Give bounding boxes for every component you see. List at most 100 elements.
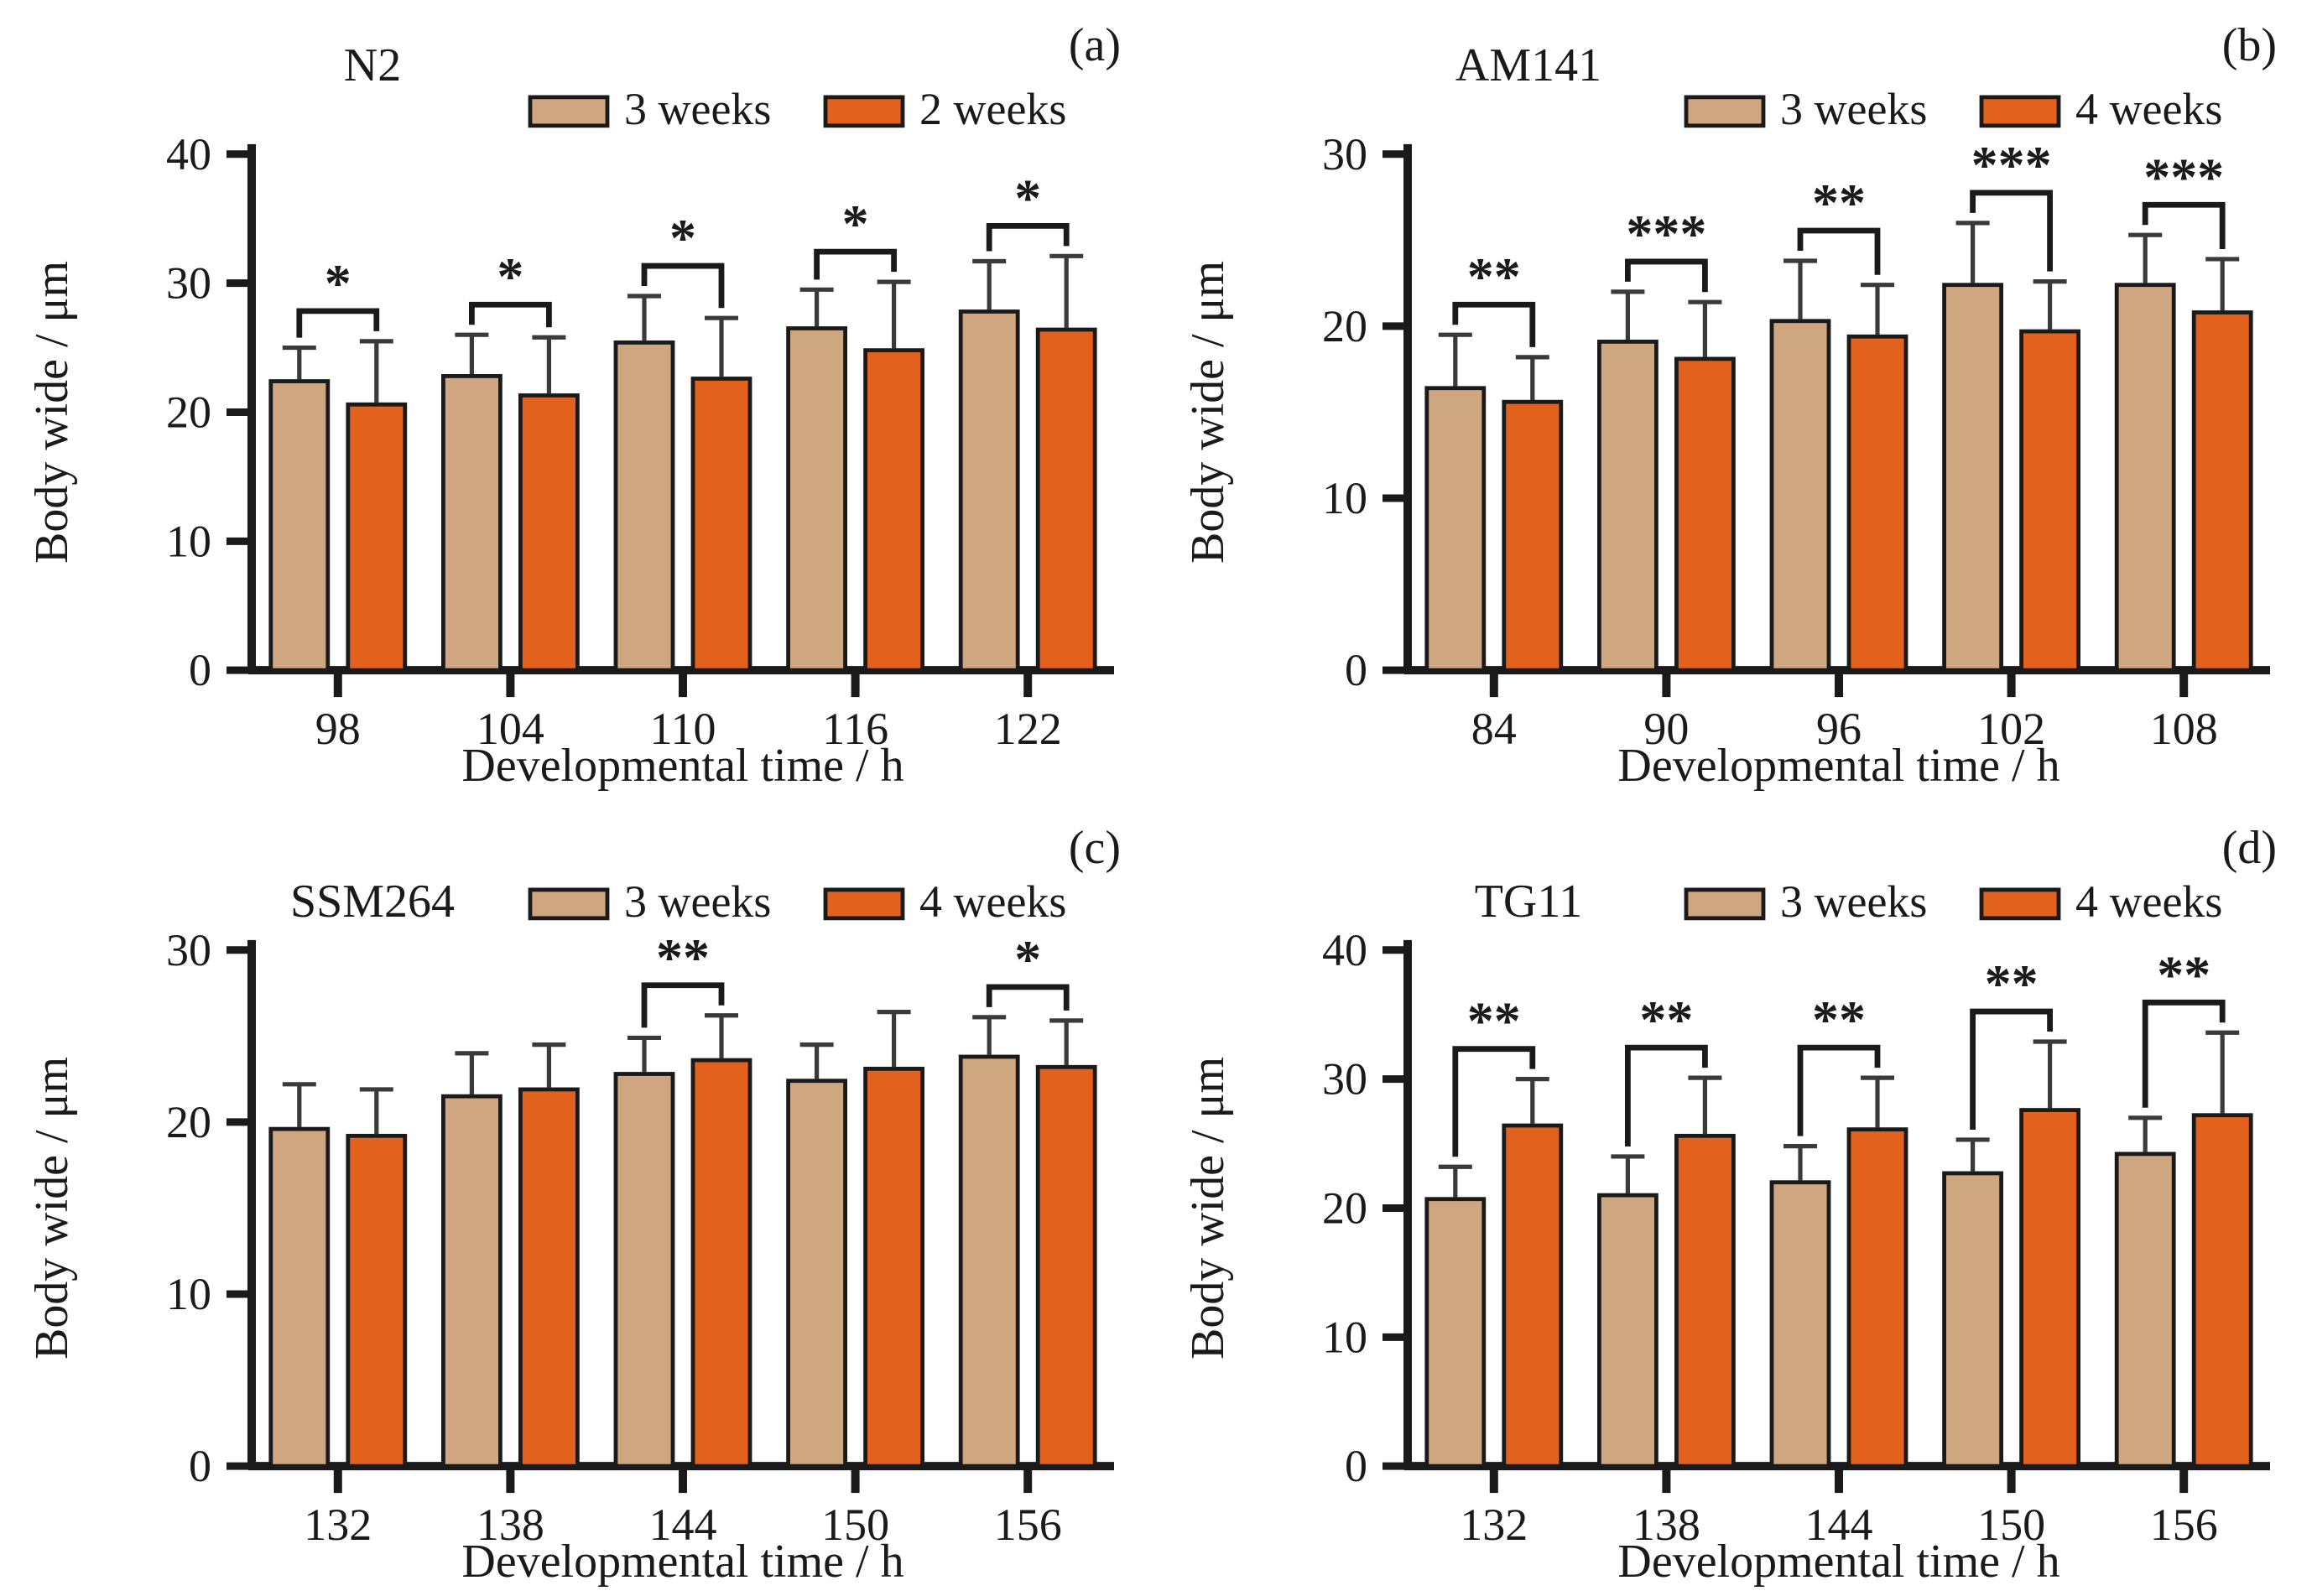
bar-a-122-s0 <box>958 309 1020 673</box>
sig-bracket <box>1797 227 1881 275</box>
sig-stars: ** <box>1812 990 1866 1049</box>
y-tick-label: 10 <box>166 516 211 566</box>
bar-c-156-s0 <box>958 1054 1020 1469</box>
y-tick-label: 0 <box>1345 645 1367 695</box>
bar-d-150-s1 <box>2019 1108 2080 1469</box>
sig-stars: * <box>325 253 351 313</box>
y-tick-label: 30 <box>166 258 211 309</box>
sig-bracket <box>641 263 725 309</box>
y-axis-title: Body wide / μm <box>26 261 78 564</box>
sig-bracket <box>469 301 552 328</box>
bar-b-102-s0 <box>1942 283 2003 673</box>
sig-stars: *** <box>1971 135 2052 195</box>
bar-c-138-s1 <box>518 1087 580 1469</box>
bar-c-150-s0 <box>786 1079 847 1469</box>
bar-a-98-s1 <box>346 402 408 673</box>
sig-bracket <box>986 222 1070 252</box>
legend-label: 4 weeks <box>2075 84 2222 134</box>
sig-stars: *** <box>1626 204 1706 263</box>
x-tick-label: 98 <box>315 704 361 754</box>
bar-c-156-s1 <box>1035 1064 1097 1469</box>
sig-bracket <box>814 248 897 280</box>
sig-bracket <box>2142 999 2226 1108</box>
bar-c-132-s0 <box>268 1126 331 1469</box>
bar-d-132-s0 <box>1424 1197 1487 1469</box>
panel-letter: (c) <box>1069 822 1121 874</box>
x-tick-label: 156 <box>994 1500 1062 1550</box>
sig-stars: ** <box>1467 991 1521 1051</box>
bar-b-84-s1 <box>1502 399 1564 673</box>
x-tick-label: 150 <box>1977 1500 2045 1550</box>
y-tick-label: 10 <box>1322 1312 1367 1362</box>
sig-bracket <box>2142 201 2226 249</box>
bar-a-116-s0 <box>786 326 847 673</box>
panel-b: 0 10 20 30 84 90 96 102 108 ** *** ** *** *** AM141 (b)… <box>1156 0 2312 796</box>
legend-swatch-4-weeks <box>1979 95 2061 128</box>
bar-a-122-s1 <box>1035 327 1097 673</box>
y-tick-label: 20 <box>166 387 211 437</box>
bar-c-144-s0 <box>613 1072 675 1469</box>
bar-a-104-s1 <box>518 393 580 673</box>
panel-letter: (b) <box>2222 19 2277 71</box>
sig-stars: * <box>669 208 696 268</box>
y-tick-label: 0 <box>189 1441 211 1491</box>
bar-d-144-s1 <box>1846 1127 1908 1469</box>
sig-stars: ** <box>2157 944 2210 1004</box>
bar-d-144-s0 <box>1769 1180 1831 1469</box>
y-tick-label: 0 <box>1345 1441 1367 1491</box>
y-tick-label: 10 <box>166 1269 211 1319</box>
x-axis-title: Developmental time / h <box>461 740 903 792</box>
bar-b-90-s1 <box>1674 356 1736 673</box>
x-tick-label: 90 <box>1643 704 1689 754</box>
panel-d: 0 10 20 30 40 132 138 144 150 156 ** ** ** ** ** TG11 (d… <box>1156 796 2312 1593</box>
bar-a-110-s1 <box>690 377 752 673</box>
legend-label: 2 weeks <box>919 84 1066 134</box>
bar-d-138-s1 <box>1674 1133 1736 1469</box>
y-axis-title: Body wide / μm <box>26 1057 78 1359</box>
panel-title: N2 <box>344 39 401 91</box>
x-tick-label: 156 <box>2150 1500 2218 1550</box>
bar-d-156-s0 <box>2114 1152 2176 1469</box>
bar-b-90-s0 <box>1597 339 1658 673</box>
sig-stars: ** <box>1985 954 2039 1013</box>
sig-bracket <box>641 982 725 1028</box>
y-tick-label: 0 <box>189 645 211 695</box>
panel-title: AM141 <box>1455 39 1601 91</box>
y-tick-label: 20 <box>1322 301 1367 351</box>
sig-bracket <box>1625 258 1708 293</box>
legend-swatch-3-weeks <box>528 95 610 128</box>
bar-d-132-s1 <box>1502 1123 1564 1469</box>
sig-bracket <box>986 984 1070 1011</box>
y-tick-label: 10 <box>1322 473 1367 523</box>
legend-swatch-2-weeks <box>823 95 905 128</box>
bar-b-96-s0 <box>1769 319 1831 673</box>
y-axis-title: Body wide / μm <box>1182 261 1234 564</box>
sig-stars: * <box>842 194 869 253</box>
y-tick-label: 30 <box>1322 129 1367 179</box>
y-tick-label: 40 <box>1322 925 1367 975</box>
sig-stars: *** <box>2143 147 2224 206</box>
x-tick-label: 144 <box>649 1500 717 1550</box>
x-axis-title: Developmental time / h <box>1617 1536 2059 1588</box>
bar-b-84-s0 <box>1424 386 1487 673</box>
legend-label: 4 weeks <box>919 876 1066 927</box>
y-tick-label: 20 <box>166 1097 211 1147</box>
legend-label: 3 weeks <box>624 84 771 134</box>
bar-a-116-s1 <box>863 348 924 673</box>
x-tick-label: 116 <box>822 704 888 754</box>
x-tick-label: 108 <box>2150 704 2218 754</box>
sig-bracket <box>1797 1044 1881 1136</box>
sig-stars: ** <box>1467 247 1521 306</box>
y-axis-title: Body wide / μm <box>1182 1057 1234 1359</box>
bar-c-138-s0 <box>441 1094 502 1469</box>
panel-title: TG11 <box>1475 876 1583 928</box>
legend-label: 4 weeks <box>2075 876 2222 927</box>
sig-bracket <box>1970 190 2053 272</box>
legend-swatch-3-weeks <box>1684 95 1766 128</box>
legend-label: 3 weeks <box>624 876 771 927</box>
bar-b-108-s0 <box>2114 283 2176 673</box>
sig-stars: * <box>1014 929 1041 989</box>
bar-a-110-s0 <box>613 341 675 673</box>
